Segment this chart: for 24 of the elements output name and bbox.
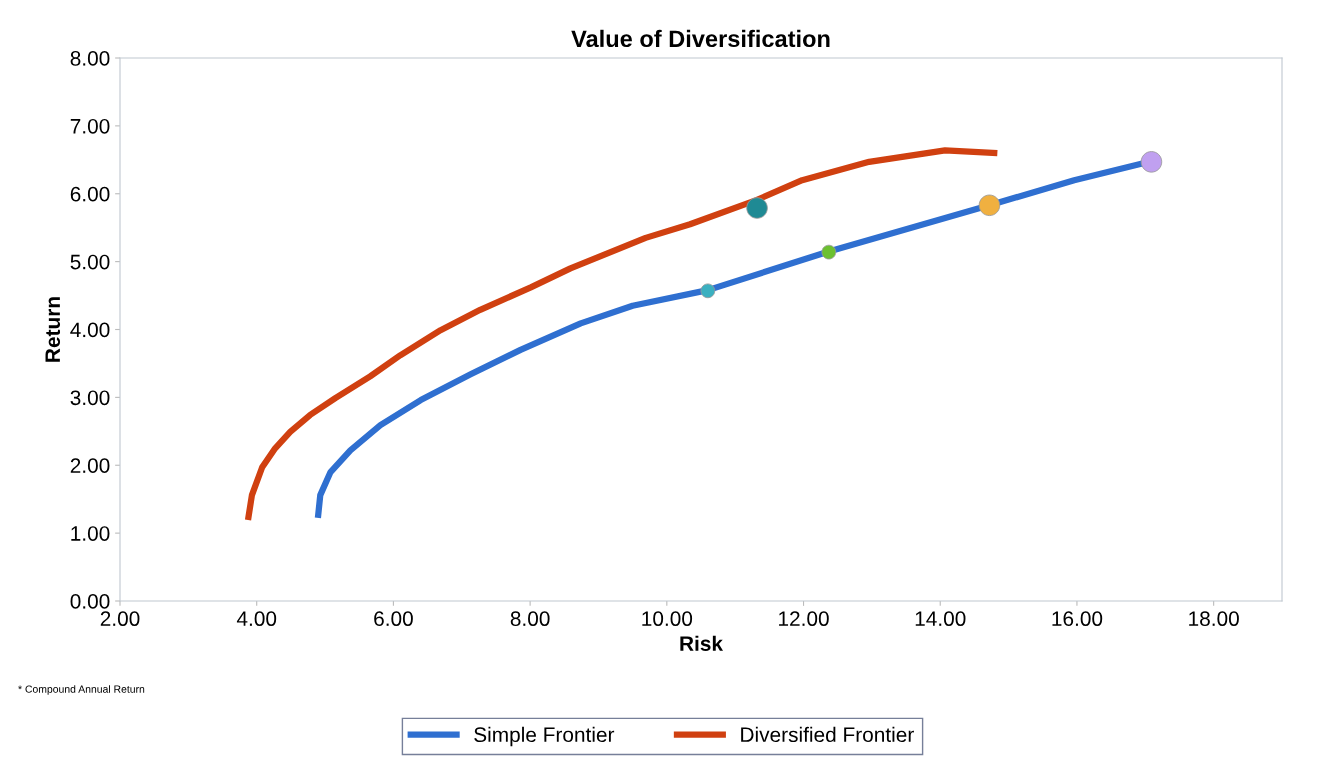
x-tick-label: 18.00 — [1189, 611, 1239, 627]
y-tick-label: 2.00 — [70, 458, 110, 473]
x-tick-label: 8.00 — [510, 611, 550, 627]
y-tick-label: 3.00 — [70, 390, 110, 406]
x-tick-label: 2.00 — [100, 611, 140, 627]
y-tick-label: 1.00 — [71, 526, 110, 541]
y-tick-label: 0.00 — [70, 594, 110, 609]
y-tick-label: 4.00 — [70, 322, 110, 338]
x-tick-label: 4.00 — [236, 611, 277, 627]
y-axis-title: Return — [45, 297, 61, 362]
y-tick-label: 8.00 — [70, 51, 110, 66]
legend-label: Diversified Frontier — [741, 726, 914, 743]
x-axis-title: Risk — [680, 635, 724, 651]
legend-label: Simple Frontier — [474, 726, 615, 747]
x-tick-label: 6.00 — [374, 611, 413, 627]
x-tick-label: 14.00 — [915, 611, 966, 627]
x-tick-label: 12.00 — [779, 611, 829, 627]
text: * Compound Annual Return — [18, 685, 145, 695]
y-tick-label: 6.00 — [70, 186, 110, 202]
x-tick-label: 10.00 — [642, 611, 693, 627]
x-tick-label: 16.00 — [1052, 611, 1103, 627]
y-tick-label: 5.00 — [70, 254, 110, 270]
y-tick-label: 7.00 — [70, 118, 110, 134]
chart-title: Value of Diversification — [571, 29, 830, 48]
